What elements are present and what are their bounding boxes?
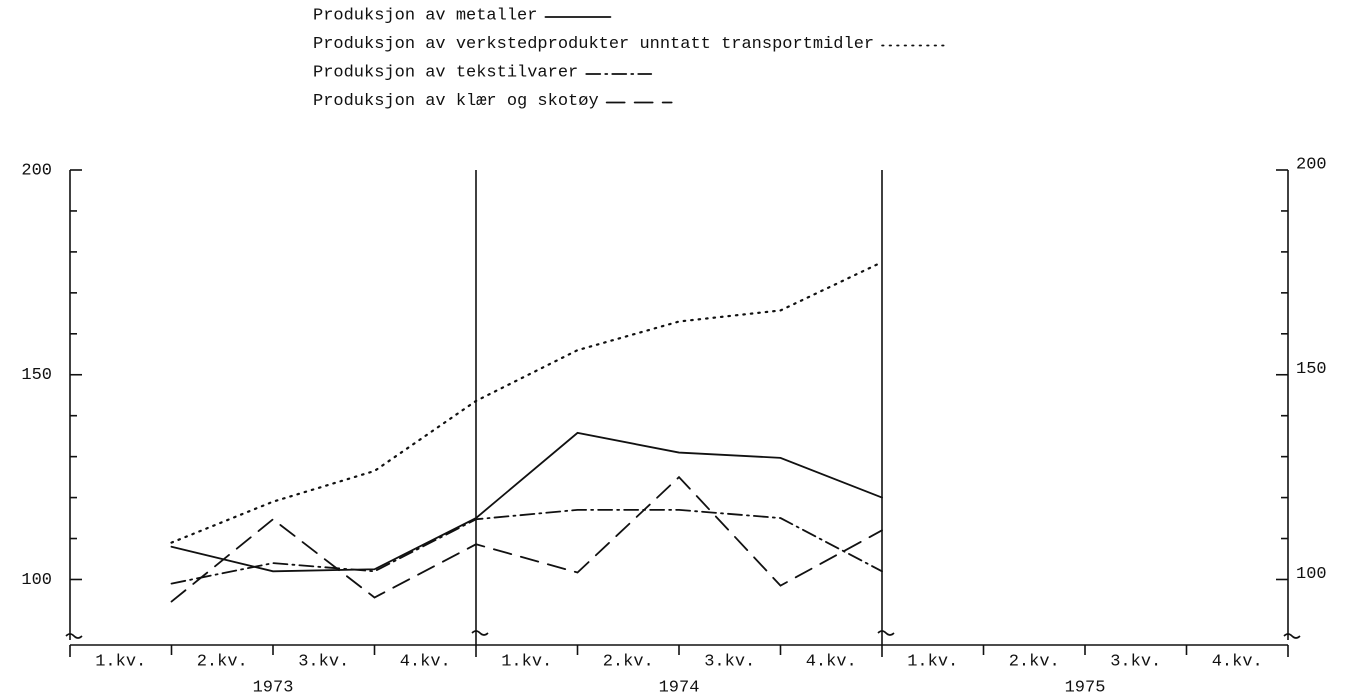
x-tick-label: 2.kv. bbox=[603, 652, 654, 671]
x-tick-label: 3.kv. bbox=[298, 652, 349, 671]
y-tick-label: 100 bbox=[21, 571, 52, 590]
x-tick-label: 4.kv. bbox=[806, 652, 857, 671]
y-tick-label: 200 bbox=[1296, 155, 1327, 174]
y-tick-label: 200 bbox=[21, 161, 52, 180]
series-line bbox=[170, 475, 883, 603]
year-label: 1974 bbox=[659, 678, 700, 696]
axis-break bbox=[1283, 633, 1301, 639]
axis-break bbox=[65, 633, 83, 639]
x-tick-label: 3.kv. bbox=[1110, 652, 1161, 671]
x-tick-label: 1.kv. bbox=[95, 652, 146, 671]
year-label: 1975 bbox=[1065, 678, 1106, 696]
x-tick-label: 3.kv. bbox=[704, 652, 755, 671]
y-tick-label: 150 bbox=[1296, 360, 1327, 379]
legend-label: Produksjon av tekstilvarer bbox=[313, 63, 578, 82]
x-tick-label: 4.kv. bbox=[400, 652, 451, 671]
x-tick-label: 1.kv. bbox=[907, 652, 958, 671]
series-line bbox=[170, 261, 884, 544]
series-line bbox=[170, 508, 883, 585]
x-tick-label: 1.kv. bbox=[501, 652, 552, 671]
legend-label: Produksjon av metaller bbox=[313, 6, 537, 25]
series-line bbox=[170, 431, 883, 573]
axis-break bbox=[877, 630, 895, 636]
y-tick-label: 150 bbox=[21, 366, 52, 385]
axis-break bbox=[471, 630, 489, 636]
legend-label: Produksjon av verkstedprodukter unntatt … bbox=[313, 35, 874, 54]
x-tick-label: 4.kv. bbox=[1212, 652, 1263, 671]
x-tick-label: 2.kv. bbox=[197, 652, 248, 671]
y-tick-label: 100 bbox=[1296, 565, 1327, 584]
legend-label: Produksjon av klær og skotøy bbox=[313, 92, 599, 111]
year-label: 1973 bbox=[253, 678, 294, 696]
x-tick-label: 2.kv. bbox=[1009, 652, 1060, 671]
